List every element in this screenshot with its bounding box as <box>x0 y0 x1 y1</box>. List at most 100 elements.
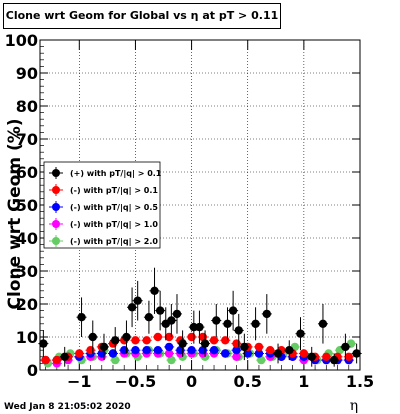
axis-layer: 0 10 20 30 40 50 60 70 80 90 100 −1 −0.5 0 0.5 1 1.5 <box>5 31 375 391</box>
data-point <box>240 342 249 352</box>
y-tick-label: 70 <box>16 130 38 149</box>
data-point <box>167 316 176 325</box>
x-tick-label: 0 <box>186 372 197 391</box>
data-point <box>99 342 109 352</box>
data-point <box>273 349 283 358</box>
data-point <box>221 349 230 358</box>
y-tick-label: 20 <box>16 295 38 314</box>
y-tick-label: 80 <box>16 97 38 116</box>
data-point <box>127 303 137 312</box>
data-point <box>341 342 350 352</box>
y-tick-label: 90 <box>16 64 38 83</box>
data-point <box>187 346 196 355</box>
data-point <box>212 316 221 325</box>
legend-marker <box>52 220 60 228</box>
data-point <box>254 349 264 358</box>
data-point <box>228 306 238 315</box>
data-point <box>142 336 151 345</box>
data-point <box>352 349 361 358</box>
y-axis-label: Clone wrt Geom (%) <box>5 118 25 309</box>
data-point <box>131 336 140 345</box>
data-point <box>195 322 204 332</box>
x-tick-label: 1 <box>298 372 309 391</box>
data-point <box>256 355 266 365</box>
data-point <box>133 296 142 305</box>
y-tick-label: 30 <box>16 262 38 281</box>
y-tick-label: 10 <box>16 328 38 347</box>
legend-marker <box>52 237 60 245</box>
data-point <box>108 349 118 358</box>
legend-marker <box>52 169 60 177</box>
data-point <box>111 355 120 365</box>
data-point <box>164 342 174 352</box>
legend-label: (-) with pT/|q| > 0.1 <box>70 186 158 195</box>
data-point <box>209 346 219 355</box>
data-point <box>131 346 140 355</box>
y-tick-label: 100 <box>5 31 38 50</box>
data-point <box>200 339 210 348</box>
x-tick-label: −0.5 <box>115 372 157 391</box>
y-tick-label: 60 <box>16 163 38 182</box>
data-point <box>329 355 339 365</box>
data-point <box>187 332 196 342</box>
x-axis-label: η <box>350 398 358 414</box>
data-point <box>41 355 50 365</box>
data-point <box>318 319 328 328</box>
data-point <box>142 346 151 355</box>
data-point <box>251 319 260 328</box>
x-tick-label: 0.5 <box>234 372 262 391</box>
data-point <box>243 349 252 358</box>
data-point <box>150 286 159 295</box>
data-point <box>265 346 275 355</box>
data-point <box>209 336 219 345</box>
y-tick-label: 50 <box>16 196 38 215</box>
legend-label: (-) with pT/|q| > 0.5 <box>70 203 158 212</box>
legend-box <box>43 161 161 249</box>
data-point <box>262 309 272 319</box>
x-tick-label: −1 <box>67 372 92 391</box>
data-point <box>172 309 182 319</box>
data-point <box>88 332 97 342</box>
data-point <box>111 336 120 345</box>
data-point <box>344 352 353 361</box>
legend-marker <box>52 186 60 194</box>
chart-title: Clone wrt Geom for Global vs η at pT > 0… <box>3 3 281 29</box>
data-point <box>122 332 131 342</box>
data-point <box>234 326 243 335</box>
data-point <box>299 349 309 358</box>
legend-label: (-) with pT/|q| > 1.0 <box>70 220 158 229</box>
data-point <box>322 352 331 361</box>
data-point <box>155 306 165 315</box>
data-point <box>60 352 69 361</box>
data-point <box>39 339 48 348</box>
legend-marker <box>52 203 60 211</box>
data-point <box>77 313 86 322</box>
data-point <box>221 336 230 345</box>
data-point <box>307 352 316 361</box>
data-point <box>178 339 187 348</box>
data-point <box>167 355 176 365</box>
data-point <box>296 329 305 338</box>
data-point <box>164 349 174 358</box>
data-point <box>75 349 84 358</box>
series-0 <box>38 267 362 367</box>
data-point <box>120 346 129 355</box>
legend-label: (+) with pT/|q| > 0.1 <box>70 169 162 178</box>
data-point <box>86 346 95 355</box>
data-point <box>52 355 62 365</box>
data-point <box>285 346 294 355</box>
data-point <box>153 346 163 355</box>
data-point <box>232 346 241 355</box>
legend: (+) with pT/|q| > 0.1 (-) with pT/|q| > 0… <box>43 161 162 249</box>
legend-label: (-) with pT/|q| > 2.0 <box>70 237 158 246</box>
y-tick-label: 0 <box>27 361 38 380</box>
data-point <box>153 332 163 342</box>
x-tick-label: 1.5 <box>346 372 374 391</box>
data-point <box>144 313 154 322</box>
data-point <box>223 319 232 328</box>
y-tick-label: 40 <box>16 229 38 248</box>
timestamp: Wed Jan 8 21:05:02 2020 <box>4 402 131 412</box>
data-point <box>254 342 264 352</box>
